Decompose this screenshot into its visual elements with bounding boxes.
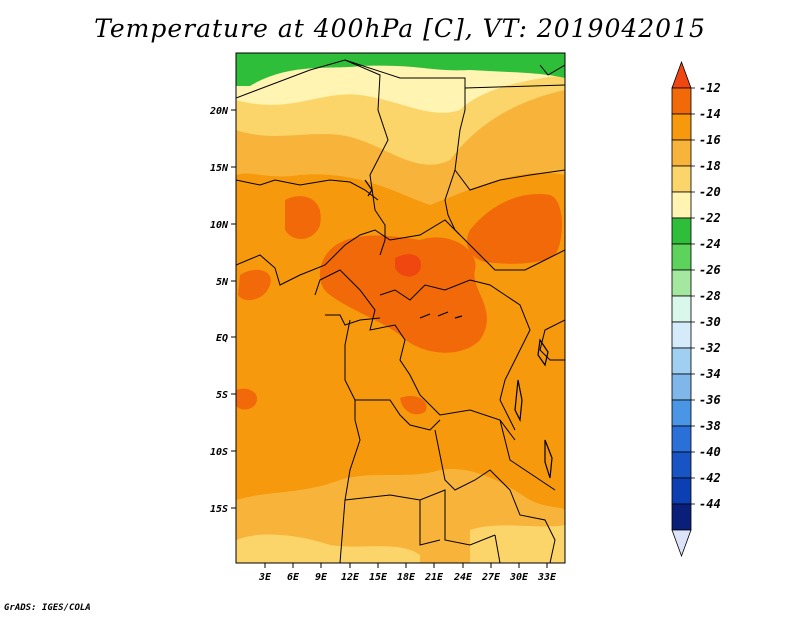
core-14-d xyxy=(285,196,321,240)
colorbar: -12 -14 -16 -18 -20 -22 -24 -26 -28 -30 -32 -34 -36 -… xyxy=(671,60,721,558)
lat-tick-label: 15N xyxy=(210,163,229,174)
colorbar-label: -24 xyxy=(699,237,721,251)
lon-tick-label: 6E xyxy=(287,572,300,583)
lat-tick-label: 10S xyxy=(210,447,228,458)
colorbar-bottom-triangle xyxy=(671,529,692,558)
core-12 xyxy=(395,254,421,277)
temperature-field xyxy=(236,53,565,563)
colorbar-label: -38 xyxy=(699,419,721,433)
colorbar-cell xyxy=(671,477,692,505)
colorbar-cell xyxy=(671,399,692,427)
lat-tick-label: EQ xyxy=(216,333,228,344)
colorbar-cell xyxy=(671,113,692,141)
colorbar-cell xyxy=(671,269,692,297)
colorbar-label: -36 xyxy=(699,393,721,407)
lon-tick-label: 3E xyxy=(258,572,272,583)
colorbar-label: -20 xyxy=(699,185,721,199)
colorbar-cell xyxy=(671,87,692,115)
colorbar-cell xyxy=(671,295,692,323)
colorbar-cell xyxy=(671,451,692,479)
band-20-south xyxy=(236,534,420,563)
core-14-b xyxy=(466,194,562,264)
colorbar-cell xyxy=(671,373,692,401)
lakes xyxy=(364,179,553,479)
map-title: Temperature at 400hPa [C], VT: 201904201… xyxy=(94,14,706,43)
colorbar-cell xyxy=(671,321,692,349)
map-frame xyxy=(235,52,566,564)
core-14-e xyxy=(236,388,258,410)
grads-credit: GrADS: IGES/COLA xyxy=(4,603,91,613)
colorbar-label: -34 xyxy=(699,367,721,381)
colorbar-cell xyxy=(671,165,692,193)
core-14-a xyxy=(319,235,487,353)
colorbar-label: -14 xyxy=(699,107,721,121)
colorbar-cell xyxy=(671,191,692,219)
lon-tick-label: 33E xyxy=(537,572,557,583)
latitude-axis: 20N 15N 10N 5N EQ 5S 10S 15S xyxy=(209,106,236,515)
colorbar-label: -42 xyxy=(699,471,721,485)
core-14-c xyxy=(238,269,271,301)
lat-tick-label: 10N xyxy=(210,220,229,231)
colorbar-top-triangle xyxy=(671,60,692,89)
longitude-axis: 3E 6E 9E 12E 15E 18E 21E 24E 27E 30E 33E xyxy=(258,563,557,583)
colorbar-label: -30 xyxy=(699,315,721,329)
core-14-f xyxy=(400,395,427,415)
colorbar-cell xyxy=(671,243,692,271)
band-24 xyxy=(236,53,565,86)
lon-tick-label: 12E xyxy=(341,572,360,583)
lon-tick-label: 15E xyxy=(369,572,388,583)
colorbar-label: -32 xyxy=(699,341,721,355)
colorbar-cell xyxy=(671,503,692,531)
lat-tick-label: 5S xyxy=(216,390,228,401)
lon-tick-label: 21E xyxy=(424,572,444,583)
lat-tick-label: 20N xyxy=(209,106,229,117)
lon-tick-label: 18E xyxy=(397,572,416,583)
colorbar-label: -40 xyxy=(699,445,721,459)
lat-tick-label: 15S xyxy=(210,504,228,515)
lat-tick-label: 5N xyxy=(216,277,229,288)
lon-tick-label: 9E xyxy=(315,572,328,583)
colorbar-cell xyxy=(671,139,692,167)
colorbar-label: -22 xyxy=(699,211,721,225)
lon-tick-label: 27E xyxy=(481,572,501,583)
colorbar-cell xyxy=(671,347,692,375)
lon-tick-label: 30E xyxy=(509,572,529,583)
colorbar-cell xyxy=(671,217,692,245)
colorbar-label: -44 xyxy=(699,497,721,511)
colorbar-label: -26 xyxy=(699,263,721,277)
colorbar-label: -28 xyxy=(699,289,721,303)
colorbar-cell xyxy=(671,425,692,453)
colorbar-label: -16 xyxy=(699,133,721,147)
band-20-south-e xyxy=(470,525,565,563)
lon-tick-label: 24E xyxy=(453,572,473,583)
country-borders xyxy=(236,59,565,563)
colorbar-label: -12 xyxy=(699,81,721,95)
colorbar-label: -18 xyxy=(699,159,721,173)
